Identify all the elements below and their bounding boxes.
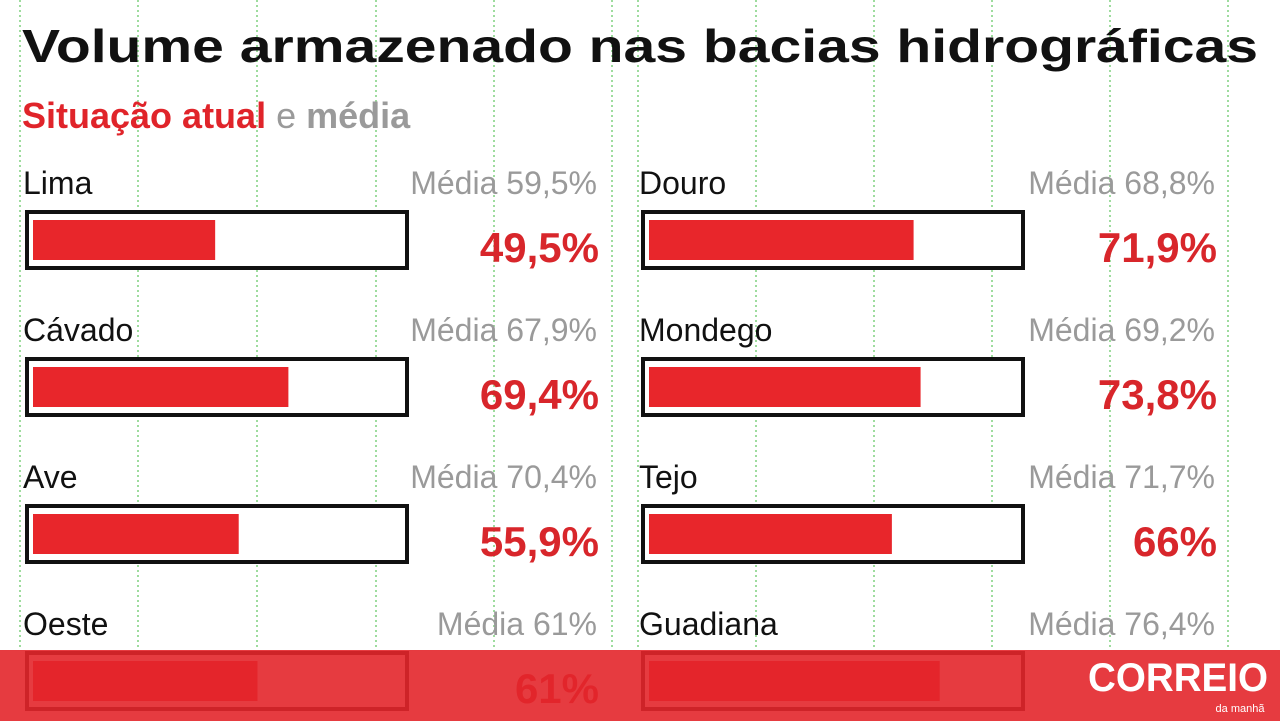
average-prefix: Média [1028, 312, 1115, 348]
average-prefix: Média [1028, 606, 1115, 642]
average-label: Média 69,2% [1028, 312, 1215, 348]
subtitle-joiner: e [276, 95, 296, 136]
value-label: 71,9% [1098, 224, 1217, 271]
value-label: 49,5% [480, 224, 599, 271]
bar [649, 514, 892, 554]
category-label: Cávado [23, 312, 133, 348]
bar [33, 220, 216, 260]
average-label: Média 68,8% [1028, 165, 1215, 201]
category-label: Mondego [639, 312, 772, 348]
average-prefix: Média [410, 165, 497, 201]
value-label: 55,9% [480, 518, 599, 565]
average-value: 67,9% [506, 312, 597, 348]
average-value: 71,7% [1124, 459, 1215, 495]
average-value: 61% [533, 606, 597, 642]
average-label: Média 59,5% [410, 165, 597, 201]
average-label: Média 67,9% [410, 312, 597, 348]
brand: CORREIO [1088, 656, 1268, 700]
average-prefix: Média [1028, 165, 1115, 201]
bar [33, 367, 289, 407]
category-label: Oeste [23, 606, 108, 642]
average-prefix: Média [437, 606, 524, 642]
category-label: Guadiana [639, 606, 778, 642]
tagline: da manhã [1216, 703, 1266, 715]
average-value: 76,4% [1124, 606, 1215, 642]
category-label: Ave [23, 459, 78, 495]
subtitle: Situação atual e média [22, 95, 411, 136]
average-prefix: Média [410, 312, 497, 348]
average-label: Média 70,4% [410, 459, 597, 495]
average-label: Média 61% [437, 606, 597, 642]
average-prefix: Média [410, 459, 497, 495]
average-label: Média 71,7% [1028, 459, 1215, 495]
average-value: 70,4% [506, 459, 597, 495]
average-value: 59,5% [506, 165, 597, 201]
banner: CORREIO da manhã [0, 650, 1280, 721]
bar [33, 514, 239, 554]
bar [649, 220, 914, 260]
bar [649, 367, 921, 407]
value-label: 69,4% [480, 371, 599, 418]
value-label: 73,8% [1098, 371, 1217, 418]
banner-bg [0, 650, 1280, 721]
rows: Lima Média 59,5% 49,5% Cávado Média 67,9% 69,… [23, 165, 1217, 712]
average-prefix: Média [1028, 459, 1115, 495]
category-label: Lima [23, 165, 93, 201]
average-value: 68,8% [1124, 165, 1215, 201]
average-label: Média 76,4% [1028, 606, 1215, 642]
legend-average: média [306, 95, 411, 136]
value-label: 66% [1133, 518, 1217, 565]
legend-current: Situação atual [22, 95, 266, 136]
average-value: 69,2% [1124, 312, 1215, 348]
chart-title: Volume armazenado nas bacias hidrográfic… [22, 20, 1258, 72]
category-label: Tejo [639, 459, 698, 495]
category-label: Douro [639, 165, 726, 201]
